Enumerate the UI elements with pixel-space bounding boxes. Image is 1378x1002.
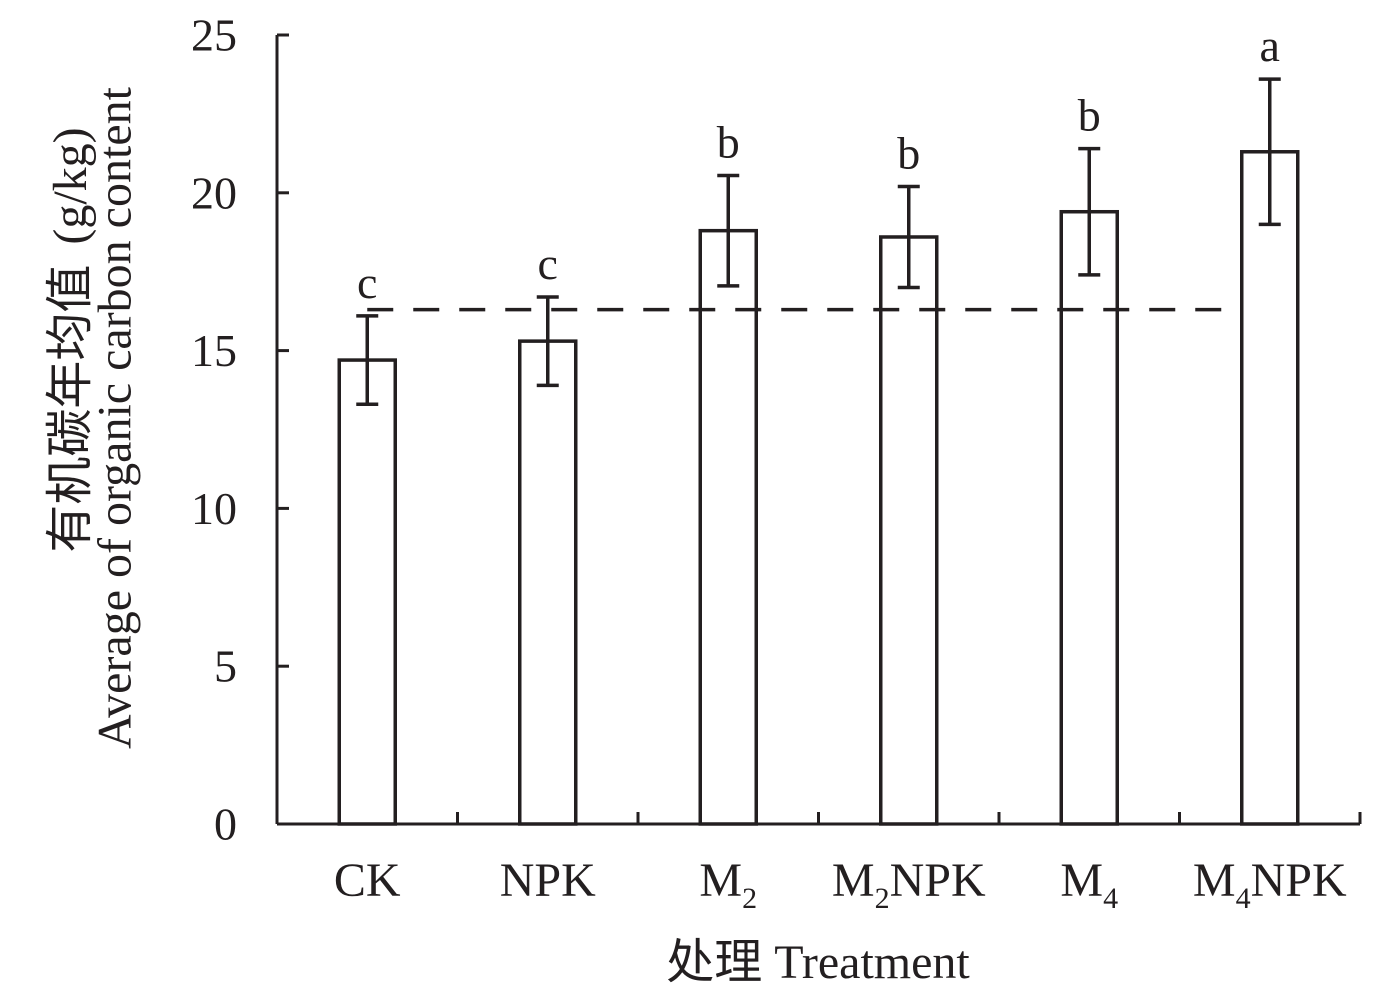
- error-bars: [356, 77, 1281, 407]
- bar: [1240, 150, 1300, 826]
- y-tick-label: 25: [191, 10, 237, 61]
- y-tick-label: 0: [214, 799, 237, 850]
- x-category-label: M2: [699, 854, 757, 915]
- x-axis-title: 处理 Treatment: [666, 936, 970, 989]
- significance-letter: b: [1078, 90, 1101, 141]
- y-tick-label: 15: [191, 325, 237, 376]
- y-axis-title-unit: (g/kg): [44, 127, 97, 244]
- y-axis-title-en: Average of organic carbon content: [89, 86, 142, 749]
- x-category-label: M2NPK: [832, 854, 986, 915]
- category-subscript: 2: [875, 882, 890, 915]
- y-axis-title-cn-group: 有机碳年均值 (g/kg): [44, 127, 97, 552]
- x-category-label: NPK: [500, 854, 596, 907]
- category-suffix: NPK: [890, 854, 986, 907]
- significance-letter: a: [1260, 20, 1280, 71]
- significance-letter: b: [897, 127, 920, 178]
- category-name: NPK: [500, 854, 596, 907]
- significance-letter: c: [538, 238, 558, 289]
- category-suffix: NPK: [1251, 854, 1347, 907]
- category-name: CK: [334, 854, 401, 907]
- y-tick-label: 5: [214, 641, 237, 692]
- category-subscript: 4: [1236, 882, 1251, 915]
- significance-letter: b: [717, 116, 740, 167]
- x-category-label: M4: [1060, 854, 1118, 915]
- bar: [879, 235, 939, 826]
- category-name: M: [832, 854, 875, 907]
- y-tick-label: 10: [191, 483, 237, 534]
- category-subscript: 2: [742, 882, 757, 915]
- y-axis-title-en-group: Average of organic carbon content: [89, 86, 142, 749]
- bar: [518, 339, 578, 826]
- y-tick-label: 20: [191, 167, 237, 218]
- category-subscript: 4: [1103, 882, 1118, 915]
- significance-letters: c c b b b a: [357, 20, 1280, 308]
- x-axis: CK NPK M2 M2NPK M4 M4NPK: [277, 812, 1362, 915]
- bar: [337, 358, 397, 826]
- bars: [337, 150, 1300, 826]
- category-name: M: [1060, 854, 1103, 907]
- y-axis-title-cn: 有机碳年均值 (g/kg): [44, 127, 97, 552]
- significance-letter: c: [357, 257, 377, 308]
- bar: [698, 228, 758, 826]
- x-category-label: M4NPK: [1193, 854, 1347, 915]
- category-name: M: [1193, 854, 1236, 907]
- y-axis-title-cn-text: 有机碳年均值: [44, 265, 97, 553]
- bar: [1059, 209, 1119, 826]
- category-name: M: [699, 854, 742, 907]
- y-axis: 0 5 10 15 20 25: [191, 10, 289, 850]
- x-category-label: CK: [334, 854, 401, 907]
